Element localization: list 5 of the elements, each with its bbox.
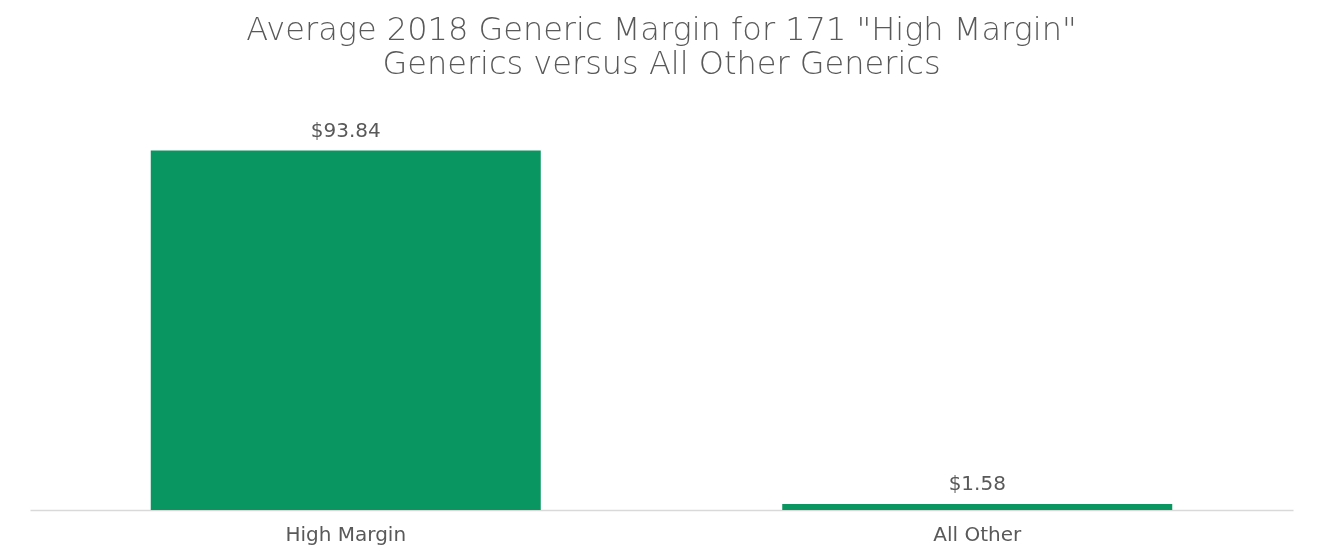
x-tick-label: High Margin (285, 521, 407, 546)
chart-title: Average 2018 Generic Margin for 171 "High Margin" Generics versus All Other Generics (246, 9, 1077, 82)
data-label: $93.84 (310, 117, 381, 142)
data-label: $1.58 (948, 470, 1006, 495)
x-tick-label: All Other (933, 521, 1022, 546)
